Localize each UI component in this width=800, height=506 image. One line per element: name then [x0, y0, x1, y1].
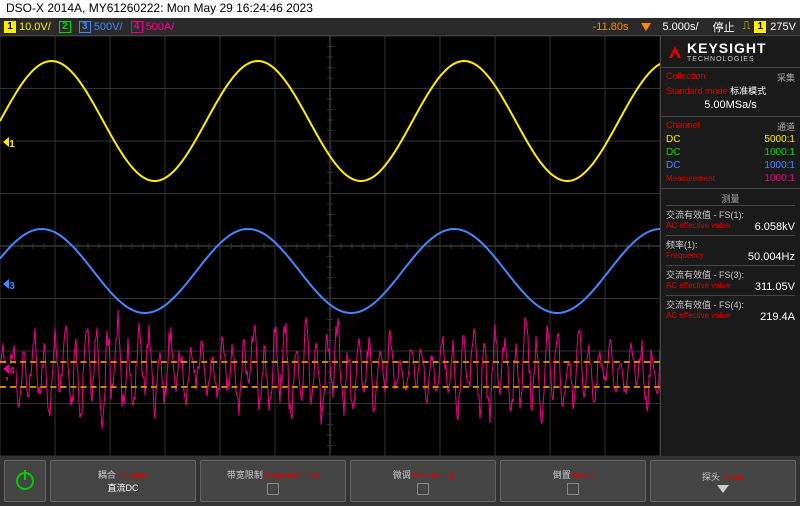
measurement-item: 交流有效值 - FS(4):AC effective value219.4A	[666, 295, 795, 325]
softkey-bar: 耦合 Coupled直流DC带宽限制 Bandwidth limit微调 Fin…	[0, 456, 800, 506]
brand-sub: TECHNOLOGIES	[687, 56, 767, 63]
timebase-scale: 5.000s/	[663, 21, 699, 33]
waveform-display[interactable]: 1 3 4	[0, 36, 660, 456]
ch2-indicator[interactable]: 2	[59, 21, 71, 33]
ch4-num: 4	[131, 21, 143, 33]
ch4-marker[interactable]: 4	[2, 364, 16, 377]
softkey-2[interactable]: 微调 Fine-tuning	[350, 460, 496, 502]
acq-rate: 5.00MSa/s	[666, 97, 795, 113]
ch1-num: 1	[4, 21, 16, 33]
softkey-3[interactable]: 倒置 Invert	[500, 460, 646, 502]
waveform-canvas	[0, 36, 660, 456]
brand-name: KEYSIGHT	[687, 40, 767, 56]
measurement-item: 交流有效值 - FS(3):AC effective value311.05V	[666, 265, 795, 295]
ch3-marker[interactable]: 3	[2, 279, 16, 292]
top-status-bar: 1 10.0V/ 2 3 500V/ 4 500A/ -11.80s 5.000…	[0, 18, 800, 36]
acq-hdr-cn: 采集	[777, 71, 795, 84]
acq-hdr-en: Collection	[666, 71, 706, 84]
channel-panel: Channel 通道 DC5000:1DC1000:1DC1000:1Measu…	[661, 117, 800, 189]
sidebar: KEYSIGHT TECHNOLOGIES Collection 采集 Stan…	[660, 36, 800, 456]
softkey-4[interactable]: 探头 Probe	[650, 460, 796, 502]
title-text: DSO-X 2014A, MY61260222: Mon May 29 16:2…	[6, 1, 313, 15]
run-status: 停止	[713, 19, 735, 35]
measurement-item: 频率(1):Frequency50.004Hz	[666, 235, 795, 265]
trigger-pos-marker	[641, 23, 651, 31]
measurement-panel: 测量 交流有效值 - FS(1):AC effective value6.058…	[661, 189, 800, 328]
ch3-num: 3	[79, 21, 91, 33]
acquisition-panel: Collection 采集 Standard mode 标准模式 5.00MSa…	[661, 68, 800, 117]
acq-mode-en: Standard mode	[666, 86, 728, 96]
channel-row: DC5000:1	[666, 133, 795, 146]
cursor-line[interactable]	[0, 386, 660, 388]
ch1-scale: 10.0V/	[19, 21, 51, 33]
channel-row: DC1000:1	[666, 159, 795, 172]
cursor-line[interactable]	[0, 361, 660, 363]
softkey-1[interactable]: 带宽限制 Bandwidth limit	[200, 460, 346, 502]
power-icon	[16, 472, 34, 490]
chpanel-hdr-en: Channel	[666, 120, 700, 133]
trig-edge-icon: ⎍	[743, 20, 751, 33]
brand-logo: KEYSIGHT TECHNOLOGIES	[661, 36, 800, 68]
chpanel-hdr-cn: 通道	[777, 120, 795, 133]
ch2-num: 2	[59, 21, 71, 33]
title-bar: DSO-X 2014A, MY61260222: Mon May 29 16:2…	[0, 0, 800, 18]
trig-source: 1	[754, 21, 766, 33]
ch4-scale: 500A/	[146, 21, 175, 33]
channel-row: DC1000:1	[666, 146, 795, 159]
delay-value: -11.80s	[593, 21, 629, 33]
ch1-indicator[interactable]: 1 10.0V/	[4, 21, 51, 33]
ch3-indicator[interactable]: 3 500V/	[79, 21, 123, 33]
acq-mode-cn: 标准模式	[730, 86, 766, 96]
ch3-scale: 500V/	[94, 21, 123, 33]
ch1-marker[interactable]: 1	[2, 137, 16, 150]
meas-hdr-cn: 测量	[721, 192, 739, 205]
power-button[interactable]	[4, 460, 46, 502]
channel-row: Measurement1000:1	[666, 172, 795, 185]
measurement-item: 交流有效值 - FS(1):AC effective value6.058kV	[666, 205, 795, 235]
keysight-icon	[667, 44, 683, 60]
ch4-indicator[interactable]: 4 500A/	[131, 21, 175, 33]
softkey-0[interactable]: 耦合 Coupled直流DC	[50, 460, 196, 502]
oscilloscope-screen: DSO-X 2014A, MY61260222: Mon May 29 16:2…	[0, 0, 800, 506]
trig-level: 275V	[770, 21, 796, 33]
